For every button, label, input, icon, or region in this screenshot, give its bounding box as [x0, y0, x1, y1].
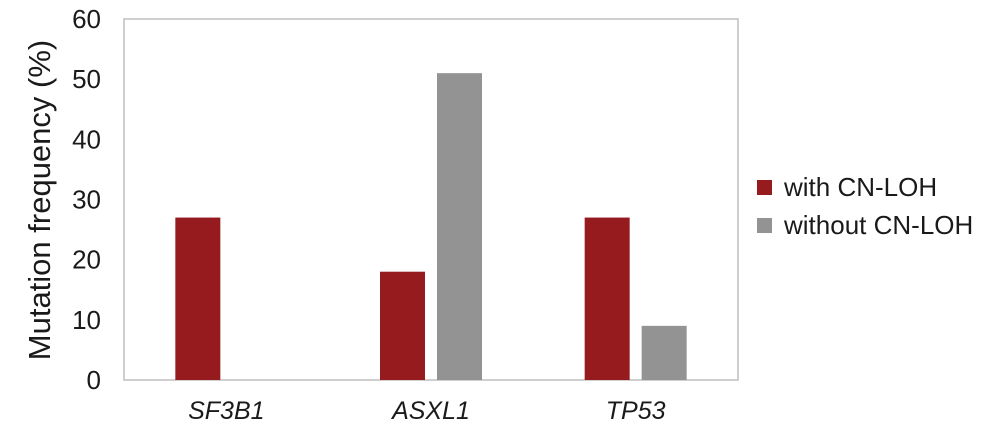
bar-asxl1-series-1: [380, 271, 425, 380]
y-tick-label: 0: [87, 365, 101, 395]
y-tick-label: 50: [72, 64, 101, 94]
y-tick-label: 10: [72, 305, 101, 335]
legend-swatch: [757, 218, 772, 233]
bar-asxl1-series-2: [437, 73, 482, 381]
plot-frame: [123, 18, 739, 381]
x-category-label: ASXL1: [390, 397, 470, 425]
bar-tp53-series-2: [641, 325, 687, 380]
bar-tp53-series-1: [584, 217, 630, 380]
y-axis-title: Mutation frequency (%): [22, 40, 57, 360]
y-tick-label: 20: [72, 245, 101, 275]
y-tick-label: 40: [72, 124, 101, 154]
bar-sf3b1-series-1: [175, 217, 221, 380]
legend-label: with CN-LOH: [783, 172, 937, 202]
x-category-label: TP53: [606, 397, 666, 425]
x-category-label: SF3B1: [188, 397, 264, 425]
legend-label: without CN-LOH: [783, 210, 973, 240]
y-tick-label: 60: [72, 4, 101, 34]
legend-swatch: [757, 180, 772, 195]
y-tick-label: 30: [72, 185, 101, 215]
